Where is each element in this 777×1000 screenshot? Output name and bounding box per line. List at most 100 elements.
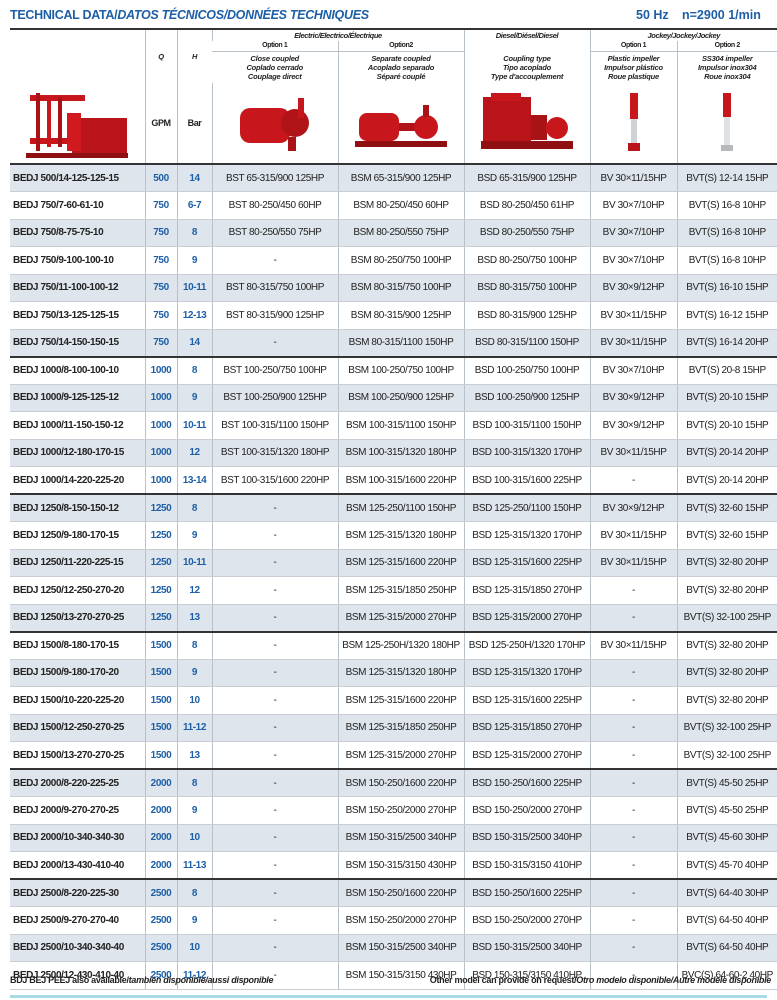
diesel-cell: BSD 80-250/750 100HP (463, 246, 590, 275)
jockey-option2-cell: BVT(S) 64-40 30HP (676, 879, 777, 907)
electric-option1-cell: BST 80-250/450 60HP (211, 191, 338, 220)
model-cell: BEDJ 1000/11-150-150-12 (10, 411, 145, 440)
jockey-option2-cell: BVC(S) 64-60-2 40HP (676, 961, 777, 990)
flow-cell: 750 (144, 274, 177, 302)
jockey-option1-cell: - (589, 934, 677, 962)
jockey-option1-cell: BV 30×11/15HP (589, 329, 677, 358)
jockey-option1-cell: - (589, 769, 677, 797)
table-row: BEDJ 1250/9-180-170-15 1250 9- BSM 125-315/… (10, 521, 777, 550)
frequency: 50 Hz (636, 8, 669, 22)
electric-option1-cell: BST 100-250/900 125HP (211, 384, 338, 412)
jockey-option2-cell: BVT(S) 64-50 40HP (676, 906, 777, 935)
head-cell: 9 (176, 521, 212, 550)
flow-cell: 1500 (144, 686, 177, 715)
flow-cell: 750 (144, 219, 177, 247)
footer-left-text: BDJ BEJ PEEJ also available/ (10, 975, 129, 985)
diesel-pump-image (463, 83, 590, 165)
model-cell: BEDJ 1500/13-270-270-25 (10, 741, 145, 770)
electric-option2-cell: BSM 125-315/1850 250HP (337, 576, 464, 605)
footer-also-available: BDJ BEJ PEEJ also available/también disp… (10, 975, 274, 985)
model-cell: BEDJ 1500/8-180-170-15 (10, 631, 145, 660)
model-cell: BEDJ 2500/9-270-270-40 (10, 906, 145, 935)
electric-option2-cell: BSM 125-250/1100 150HP (337, 494, 464, 522)
footer-other-models: Other model can provide on request/Otro … (429, 975, 772, 985)
head-cell: 10 (176, 934, 212, 962)
bottom-divider (10, 995, 767, 998)
jockey-option1-cell: BV 30×11/15HP (589, 164, 677, 192)
flow-cell: 2000 (144, 769, 177, 797)
diesel-cell: BSD 100-315/1600 225HP (463, 466, 590, 495)
electric-option1-cell: - (211, 796, 338, 825)
jockey-option1-cell: BV 30×11/15HP (589, 631, 677, 660)
electric-option1-cell: BST 80-250/550 75HP (211, 219, 338, 247)
table-row: BEDJ 2000/8-220-225-25 2000 8- BSM 150-250/… (10, 769, 777, 797)
jockey-option1-cell: BV 30×7/10HP (589, 356, 677, 385)
flow-cell: 2500 (144, 906, 177, 935)
model-cell: BEDJ 1250/13-270-270-25 (10, 604, 145, 633)
jockey-header: Jockey/Jockey/Jockey (589, 28, 777, 41)
table-row: BEDJ 750/9-100-100-10 750 9- BSM 80-250/750… (10, 246, 777, 275)
electric-option1-cell: - (211, 714, 338, 742)
jockey-option1-cell: BV 30×11/15HP (589, 301, 677, 330)
diesel-cell: BSD 150-315/2500 340HP (463, 824, 590, 852)
table-row: BEDJ 1250/13-270-270-25 1250 13- BSM 125-31… (10, 604, 777, 633)
footer-right-italic: Otro modelo disponible/Autre modèle disp… (576, 975, 771, 985)
diesel-cell: BSD 150-250/2000 270HP (463, 796, 590, 825)
electric-option1-cell: - (211, 494, 338, 522)
electric-option2-cell: BSM 150-250/1600 220HP (337, 879, 464, 907)
electric-option2-cell: BSM 125-315/1600 220HP (337, 686, 464, 715)
footer-right-text: Other model can provide on request/ (429, 975, 577, 985)
table-row: BEDJ 750/14-150-150-15 750 14- BSM 80-315/1… (10, 329, 777, 358)
head-cell: 9 (176, 659, 212, 687)
flow-cell: 500 (144, 164, 177, 192)
electric-option1-cell: - (211, 769, 338, 797)
electric-option1-cell: BST 80-315/750 100HP (211, 274, 338, 302)
electric-option2-cell: BSM 125-250H/1320 180HP (337, 631, 464, 660)
head-cell: 12 (176, 576, 212, 605)
jockey-option1-cell: - (589, 659, 677, 687)
jockey-option1-cell: - (589, 851, 677, 880)
jockey-option2-cell: BVT(S) 16-12 15HP (676, 301, 777, 330)
flow-cell: 750 (144, 329, 177, 358)
diesel-cell: BSD 125-250/1100 150HP (463, 494, 590, 522)
electric-option1-cell: - (211, 659, 338, 687)
jockey-option2-cell: BVT(S) 45-70 40HP (676, 851, 777, 880)
table-row: BEDJ 2500/9-270-270-40 2500 9- BSM 150-250/… (10, 906, 777, 935)
electric-option2: Option2 (337, 41, 464, 52)
diesel-cell: BSD 80-315/900 125HP (463, 301, 590, 330)
head-cell: 11-12 (176, 961, 212, 990)
electric-option1-cell: - (211, 961, 338, 990)
jockey-option2-cell: BVT(S) 16-10 15HP (676, 274, 777, 302)
table-row: BEDJ 1250/8-150-150-12 1250 8- BSM 125-250/… (10, 494, 777, 522)
electric-option2-cell: BSM 125-315/1320 180HP (337, 659, 464, 687)
table-row: BEDJ 2000/9-270-270-25 2000 9- BSM 150-250/… (10, 796, 777, 825)
table-row: BEDJ 750/13-125-125-15 750 12-13 BST 80-315… (10, 301, 777, 330)
electric-option1-cell: BST 100-250/750 100HP (211, 356, 338, 385)
jockey-option1-cell: BV 30×11/15HP (589, 439, 677, 467)
jockey-option1-cell: BV 30×7/10HP (589, 246, 677, 275)
flow-cell: 2500 (144, 961, 177, 990)
model-cell: BEDJ 2000/9-270-270-25 (10, 796, 145, 825)
jockey-option2-cell: BVT(S) 16-8 10HP (676, 191, 777, 220)
table-row: BEDJ 1500/10-220-225-20 1500 10- BSM 125-31… (10, 686, 777, 715)
model-cell: BEDJ 1500/10-220-225-20 (10, 686, 145, 715)
head-cell: 8 (176, 879, 212, 907)
head-cell: 8 (176, 769, 212, 797)
table-row: BEDJ 1000/12-180-170-15 1000 12 BST 100-315… (10, 439, 777, 467)
model-cell: BEDJ 1500/9-180-170-20 (10, 659, 145, 687)
electric-option1-cell: - (211, 576, 338, 605)
title-italic: DATOS TÉCNICOS/DONNÉES TECHNIQUES (117, 8, 369, 22)
diesel-desc: Coupling type Tipo acoplado Type d'accoupl… (463, 51, 590, 83)
jockey-option1-cell: - (589, 576, 677, 605)
head-cell: 14 (176, 329, 212, 358)
q-unit: GPM (144, 83, 177, 165)
diesel-cell: BSD 80-250/450 61HP (463, 191, 590, 220)
flow-cell: 1000 (144, 356, 177, 385)
flow-cell: 1000 (144, 384, 177, 412)
flow-cell: 2000 (144, 796, 177, 825)
jockey-option1-cell: BV 30×7/10HP (589, 219, 677, 247)
model-cell: BEDJ 2000/13-430-410-40 (10, 851, 145, 880)
jockey-option2-cell: BVT(S) 32-60 15HP (676, 521, 777, 550)
electric-option1-cell: - (211, 824, 338, 852)
table-row: BEDJ 750/11-100-100-12 750 10-11 BST 80-315… (10, 274, 777, 302)
